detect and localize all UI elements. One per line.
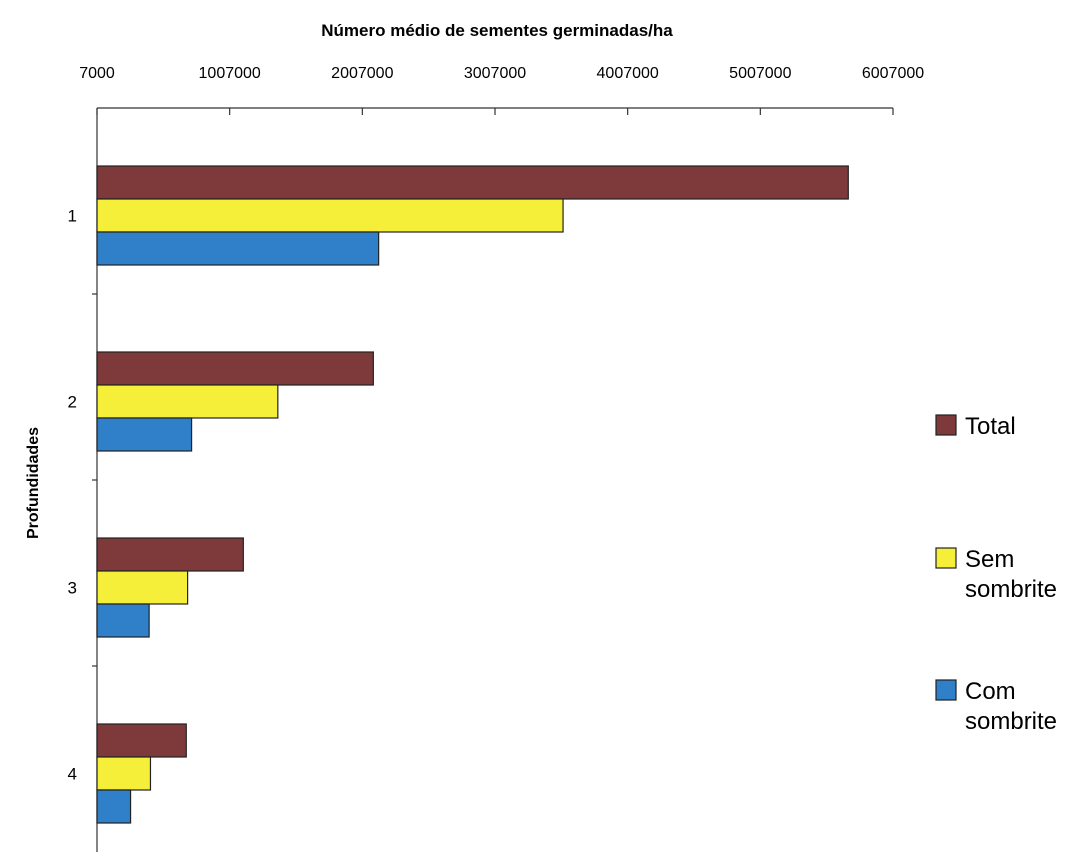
category-label: 2 [68, 393, 77, 412]
legend-label: Sem [965, 546, 1014, 573]
category-label: 3 [68, 579, 77, 598]
legend-item: Com sombrite [935, 678, 1057, 735]
x-tick-label: 7000 [79, 65, 115, 82]
legend: Total Sem sombrite Com sombrite [935, 413, 1057, 735]
bar-com-sombrite-1 [96, 231, 380, 266]
bar-total-2 [96, 351, 374, 386]
bar-total-3 [96, 537, 244, 572]
x-tick-label: 6007000 [862, 65, 924, 82]
bar-com-sombrite-2 [96, 417, 193, 452]
bar-com-sombrite-4 [96, 789, 132, 824]
legend-item: Total [935, 413, 1016, 440]
x-tick-label: 2007000 [331, 65, 393, 82]
category-label: 1 [68, 207, 77, 226]
x-tick-label: 3007000 [464, 65, 526, 82]
x-tick-label: 1007000 [199, 65, 261, 82]
bar-total-4 [96, 723, 187, 758]
legend-label: sombrite [965, 708, 1057, 735]
y-axis-label: Profundidades [25, 427, 42, 539]
legend-swatch [935, 679, 957, 701]
bar-sem-sombrite-4 [96, 756, 152, 791]
legend-swatch [935, 414, 957, 436]
x-tick-label: 5007000 [729, 65, 791, 82]
bar-sem-sombrite-1 [96, 198, 564, 233]
plot-area: 7000 1007000 2007000 3007000 4007000 5007000 6… [68, 65, 924, 852]
legend-item: Sem sombrite [935, 546, 1057, 603]
legend-swatch [935, 547, 957, 569]
category-label: 4 [68, 765, 77, 784]
chart-title: Número médio de sementes germinadas/ha [321, 21, 673, 40]
bar-sem-sombrite-3 [96, 570, 189, 605]
legend-label: Com [965, 678, 1016, 705]
legend-label: sombrite [965, 576, 1057, 603]
legend-label: Total [965, 413, 1016, 440]
bar-com-sombrite-3 [96, 603, 150, 638]
bar-total-1 [96, 165, 849, 200]
bar-sem-sombrite-2 [96, 384, 279, 419]
x-tick-label: 4007000 [597, 65, 659, 82]
